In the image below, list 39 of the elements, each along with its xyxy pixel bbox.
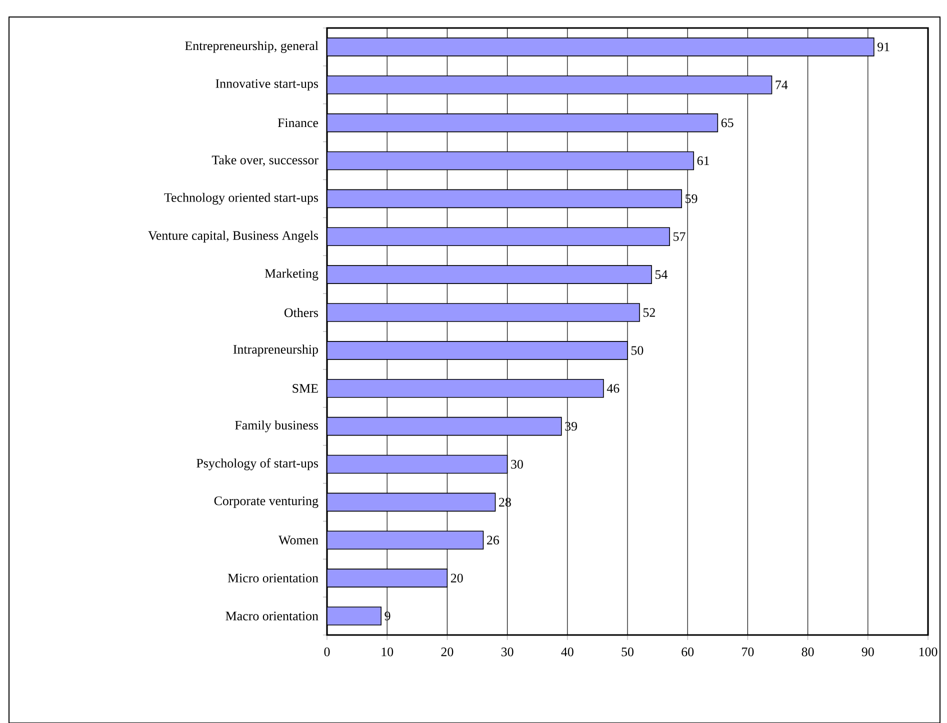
y-tick-label: Finance: [278, 118, 318, 128]
data-label: 91: [878, 42, 890, 52]
x-tick-label: 70: [742, 648, 754, 656]
y-tick-label: Micro orientation: [228, 574, 318, 582]
data-label: 20: [450, 574, 463, 582]
x-tick-label: 60: [682, 648, 694, 656]
y-tick-label: Marketing: [264, 268, 318, 280]
y-tick-label: Technology oriented start-ups: [164, 192, 318, 205]
y-tick-label: SME: [292, 384, 318, 393]
y-tick-label: Women: [278, 536, 318, 544]
y-tick-label: Intrapreneurship: [233, 344, 318, 356]
x-tick-label: 80: [802, 648, 814, 656]
data-label: 57: [674, 232, 686, 241]
y-tick-label: Others: [284, 308, 318, 318]
data-label: 30: [511, 460, 523, 469]
y-tick-label: Corporate venturing: [214, 496, 318, 508]
y-tick-label: Psychology of start-ups: [196, 458, 318, 470]
y-tick-label: Take over, successor: [212, 155, 318, 166]
x-tick-label: 100: [919, 648, 938, 656]
x-tick-label: 0: [324, 648, 330, 656]
x-tick-label: 90: [862, 648, 874, 656]
data-label: 54: [656, 270, 668, 279]
data-label: 50: [631, 346, 644, 355]
data-label: 61: [697, 156, 709, 166]
data-label: 26: [487, 536, 500, 544]
data-label: 52: [643, 308, 655, 317]
data-label: 74: [776, 80, 788, 90]
data-label: 46: [606, 384, 620, 393]
y-tick-label: Macro orientation: [226, 612, 318, 620]
y-tick-label: Entrepreneurship, general: [185, 41, 318, 53]
x-tick-label: 50: [622, 648, 634, 656]
y-tick-label: Venture capital, Business Angels: [148, 230, 318, 243]
y-tick-label: Innovative start-ups: [216, 79, 318, 91]
x-tick-label: 40: [561, 648, 574, 656]
y-tick-label: Family business: [235, 420, 318, 432]
x-tick-label: 30: [501, 648, 514, 656]
x-tick-label: 20: [441, 648, 454, 656]
data-label: 65: [721, 118, 734, 128]
x-tick-label: 10: [382, 648, 394, 656]
